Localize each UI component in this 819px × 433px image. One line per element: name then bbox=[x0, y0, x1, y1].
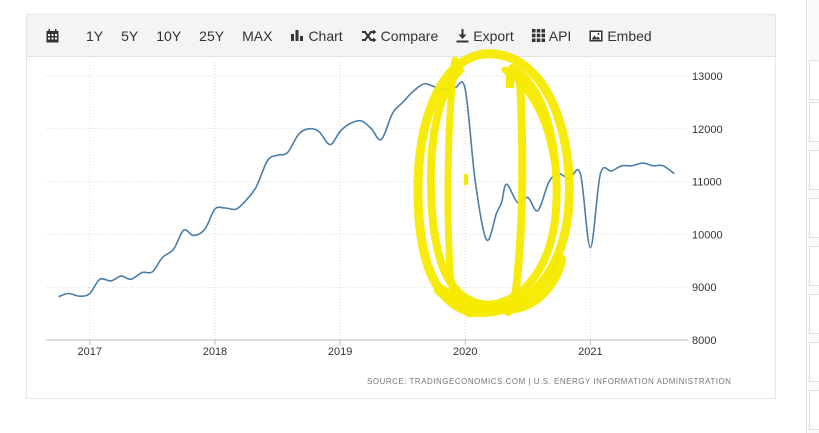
calendar-icon bbox=[46, 28, 59, 43]
range-25y-button[interactable]: 25Y bbox=[190, 15, 233, 57]
range-max-label: MAX bbox=[242, 27, 273, 44]
range-max-button[interactable]: MAX bbox=[233, 15, 281, 57]
y-tick-label: 8000 bbox=[692, 335, 716, 347]
embed-label: Embed bbox=[607, 27, 652, 44]
series-line bbox=[58, 80, 675, 298]
x-tick-label: 2018 bbox=[203, 346, 227, 358]
api-button[interactable]: API bbox=[523, 15, 581, 57]
y-tick-label: 9000 bbox=[692, 282, 716, 294]
range-1y-button[interactable]: 1Y bbox=[77, 15, 112, 57]
highlight-mark bbox=[506, 70, 514, 88]
range-1y-label: 1Y bbox=[86, 27, 104, 44]
bar-chart-icon bbox=[290, 29, 304, 42]
highlight-mark bbox=[464, 174, 468, 185]
x-tick-label: 2017 bbox=[78, 346, 102, 358]
side-tab[interactable] bbox=[809, 390, 819, 430]
compare-button[interactable]: Compare bbox=[352, 15, 448, 57]
export-label: Export bbox=[473, 27, 514, 44]
highlight-stroke bbox=[413, 49, 574, 318]
range-5y-button[interactable]: 5Y bbox=[112, 15, 147, 57]
api-label: API bbox=[548, 27, 572, 44]
y-tick-label: 11000 bbox=[692, 177, 722, 189]
side-tab[interactable] bbox=[809, 150, 819, 190]
side-tab[interactable] bbox=[809, 198, 819, 238]
chart-toolbar: 1Y 5Y 10Y 25Y MAX Chart bbox=[27, 15, 775, 57]
range-25y-label: 25Y bbox=[199, 27, 225, 44]
side-tab[interactable] bbox=[809, 246, 819, 286]
chart-grid bbox=[46, 62, 688, 345]
highlight-stroke bbox=[434, 254, 566, 315]
highlight-annotation bbox=[413, 49, 574, 318]
range-5y-label: 5Y bbox=[121, 27, 139, 44]
x-tick-label: 2019 bbox=[328, 346, 352, 358]
x-axis-labels: 2017 2018 2019 2020 2021 bbox=[78, 346, 603, 358]
side-tab[interactable] bbox=[809, 294, 819, 334]
chart-type-button[interactable]: Chart bbox=[281, 15, 351, 57]
date-range-button[interactable] bbox=[37, 15, 77, 57]
y-tick-label: 12000 bbox=[692, 124, 723, 136]
shuffle-icon bbox=[361, 29, 377, 42]
side-tab[interactable] bbox=[809, 342, 819, 382]
export-button[interactable]: Export bbox=[447, 15, 522, 57]
y-axis-labels: 8000 9000 10000 11000 12000 13000 bbox=[692, 71, 723, 347]
range-10y-button[interactable]: 10Y bbox=[147, 15, 190, 57]
download-icon bbox=[456, 28, 469, 43]
y-tick-label: 13000 bbox=[692, 71, 723, 83]
image-icon bbox=[589, 30, 603, 42]
grid-icon bbox=[531, 29, 545, 42]
y-tick-label: 10000 bbox=[692, 229, 723, 241]
side-tab[interactable] bbox=[809, 60, 819, 100]
side-panel bbox=[806, 0, 819, 433]
x-tick-label: 2020 bbox=[453, 346, 477, 358]
compare-label: Compare bbox=[380, 27, 439, 44]
side-tab[interactable] bbox=[809, 102, 819, 142]
highlight-stroke bbox=[504, 76, 527, 316]
chart-type-label: Chart bbox=[308, 27, 343, 44]
x-tick-label: 2021 bbox=[578, 346, 602, 358]
chart-widget: 1Y 5Y 10Y 25Y MAX Chart bbox=[26, 14, 776, 399]
embed-button[interactable]: Embed bbox=[580, 15, 660, 57]
source-text: SOURCE: TRADINGECONOMICS.COM | U.S. ENER… bbox=[367, 377, 731, 386]
range-10y-label: 10Y bbox=[156, 27, 182, 44]
